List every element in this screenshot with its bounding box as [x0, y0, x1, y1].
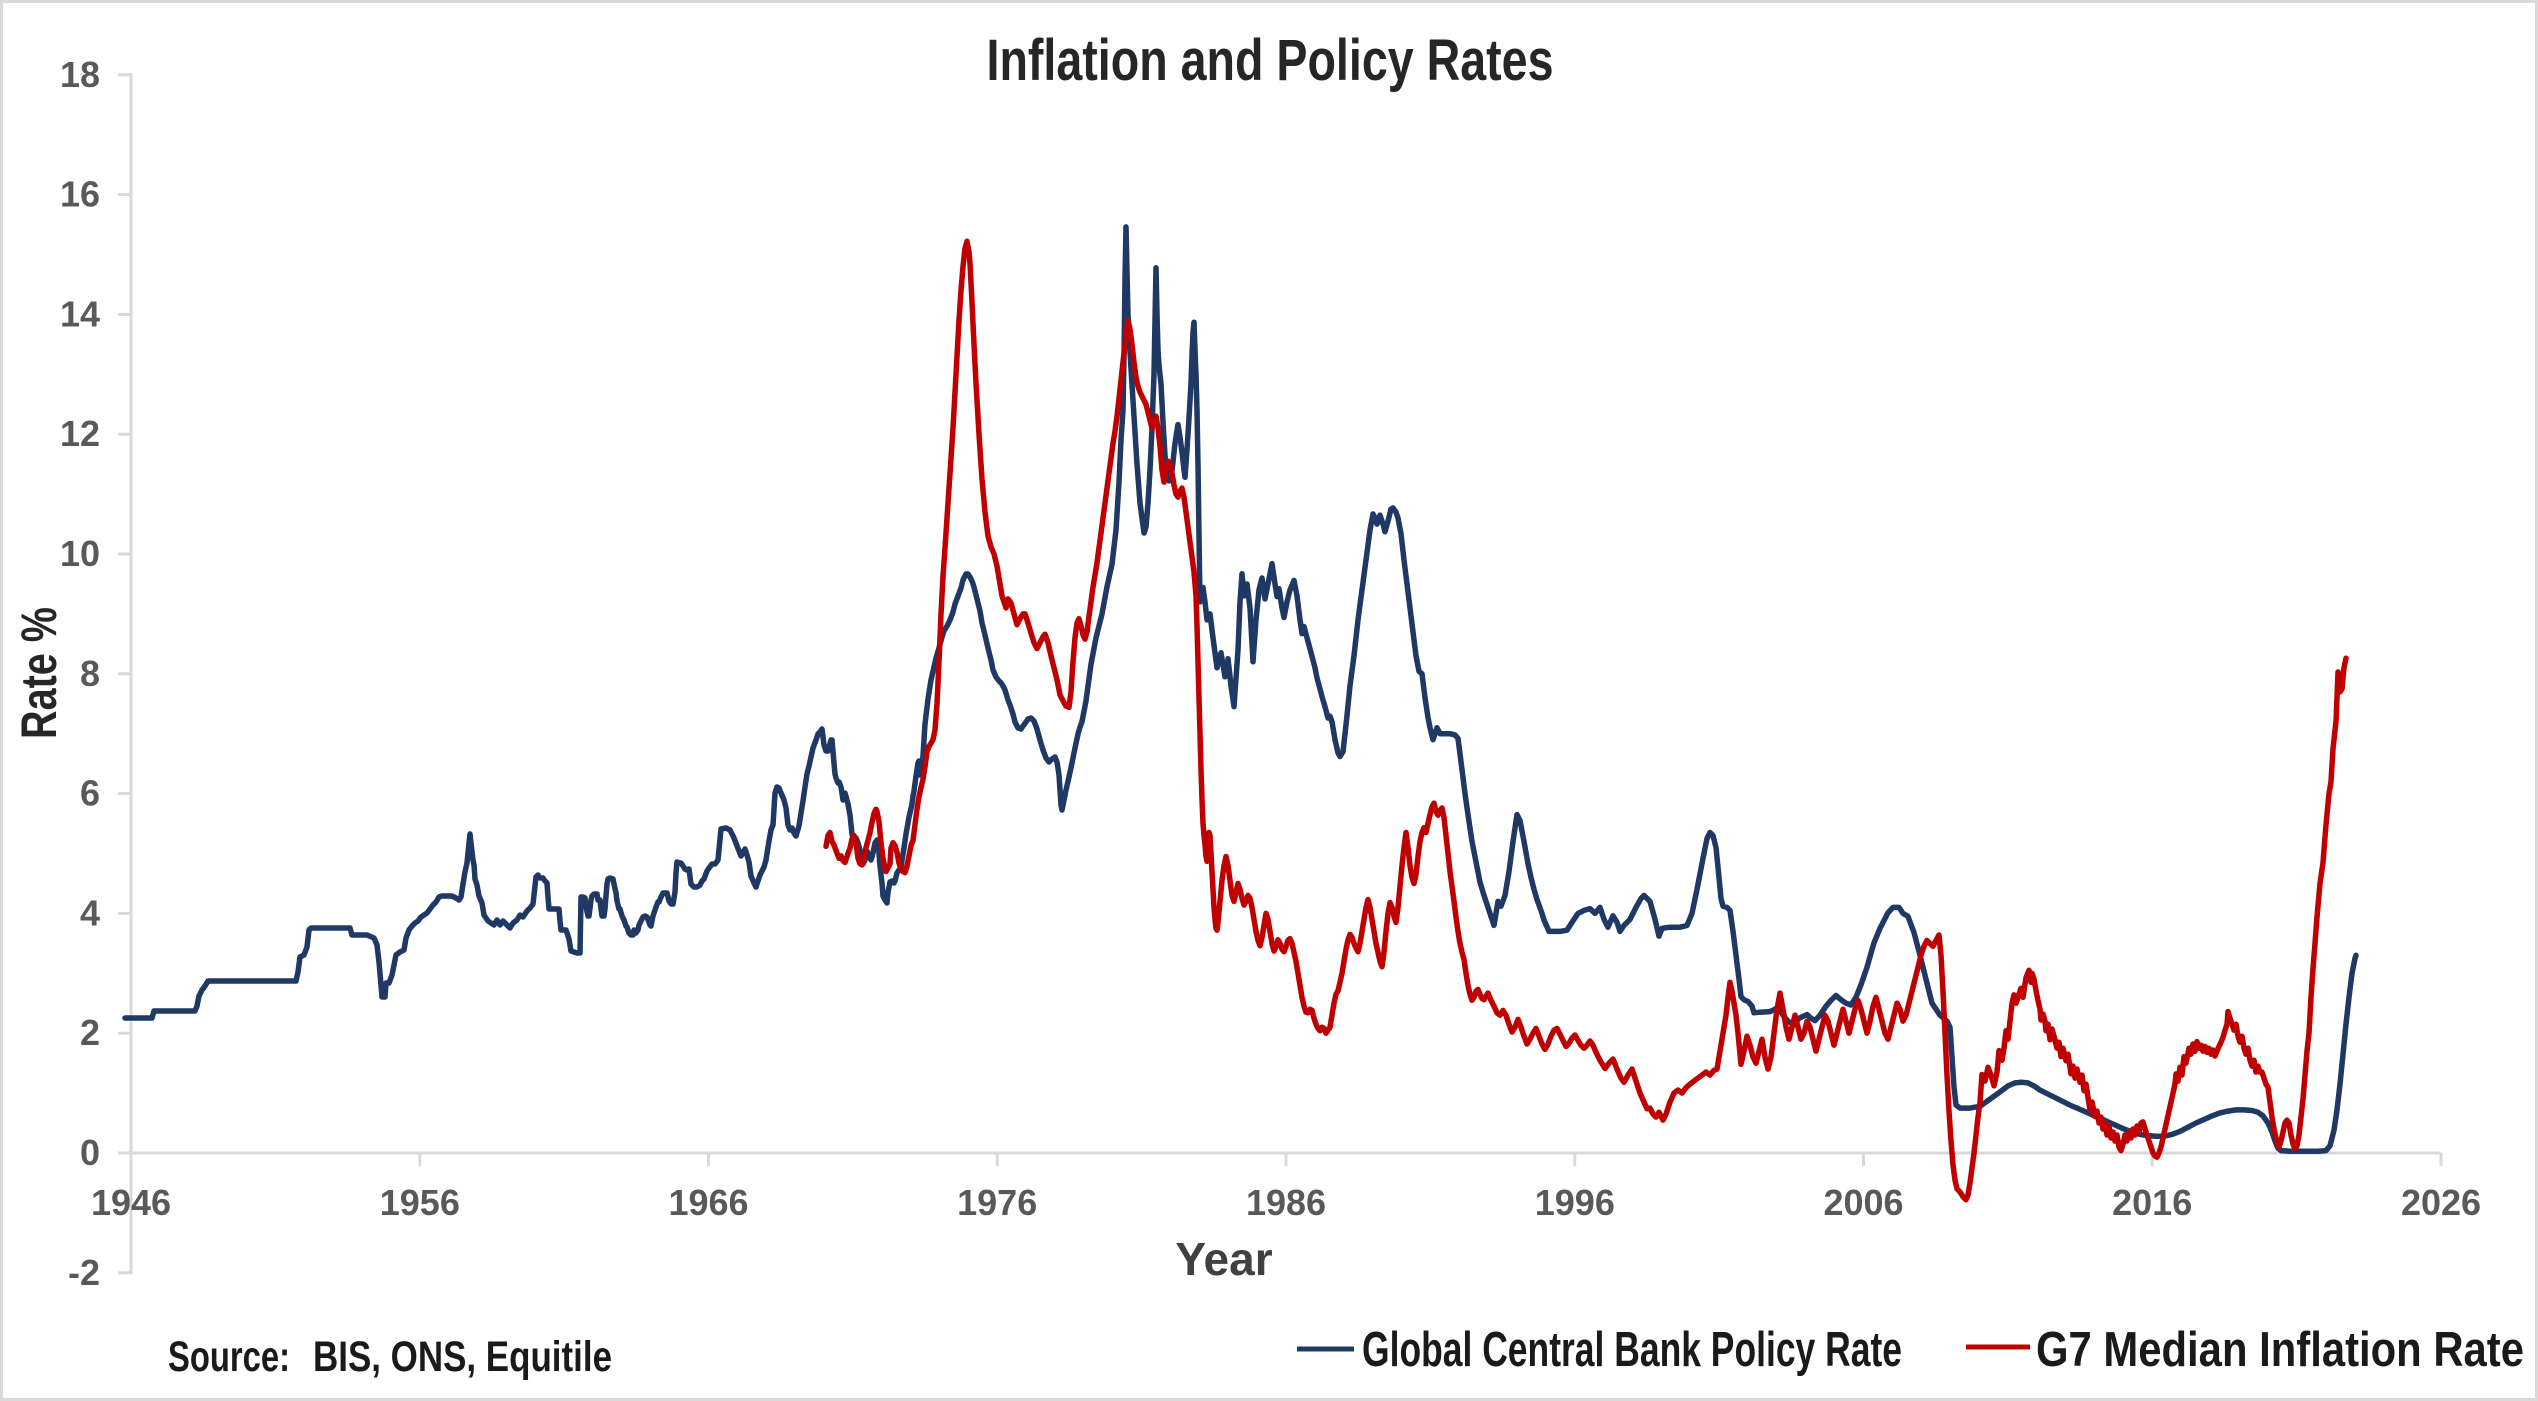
svg-text:2006: 2006 [1823, 1182, 1903, 1223]
svg-text:1976: 1976 [957, 1182, 1037, 1223]
svg-text:Rate %: Rate % [11, 607, 67, 739]
svg-text:18: 18 [60, 54, 100, 95]
svg-text:14: 14 [60, 293, 100, 334]
svg-text:2016: 2016 [2112, 1182, 2192, 1223]
svg-text:16: 16 [60, 174, 100, 215]
svg-text:2: 2 [80, 1012, 100, 1053]
svg-text:1996: 1996 [1535, 1182, 1615, 1223]
svg-text:Source:: Source: [168, 1333, 290, 1381]
svg-text:0: 0 [80, 1132, 100, 1173]
svg-text:8: 8 [80, 653, 100, 694]
svg-text:1986: 1986 [1246, 1182, 1326, 1223]
svg-text:10: 10 [60, 533, 100, 574]
svg-text:-2: -2 [68, 1252, 100, 1293]
svg-text:1956: 1956 [380, 1182, 460, 1223]
svg-text:G7 Median Inflation Rate: G7 Median Inflation Rate [2036, 1323, 2524, 1377]
svg-text:BIS, ONS, Equitile: BIS, ONS, Equitile [313, 1333, 612, 1381]
svg-text:6: 6 [80, 773, 100, 814]
svg-text:Year: Year [1175, 1233, 1272, 1285]
svg-text:Inflation and Policy Rates: Inflation and Policy Rates [987, 28, 1554, 93]
svg-text:1966: 1966 [668, 1182, 748, 1223]
svg-text:4: 4 [80, 892, 100, 933]
svg-text:1946: 1946 [91, 1182, 171, 1223]
svg-text:Global Central Bank Policy Rat: Global Central Bank Policy Rate [1362, 1323, 1902, 1377]
svg-text:2026: 2026 [2401, 1182, 2481, 1223]
svg-text:12: 12 [60, 413, 100, 454]
